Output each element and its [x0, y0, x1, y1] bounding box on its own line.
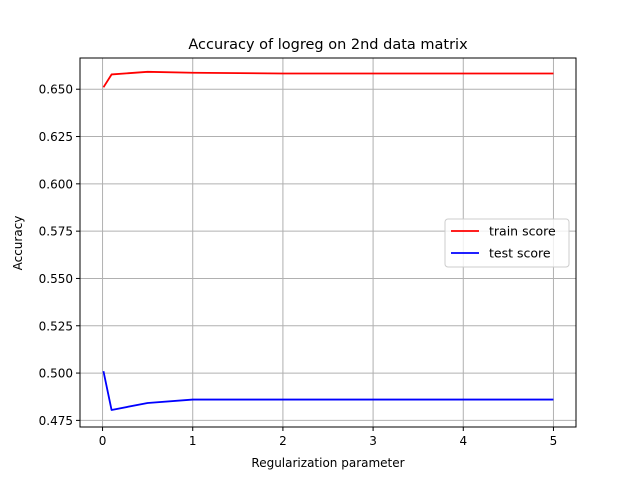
- y-tick-label: 0.525: [39, 319, 73, 333]
- y-tick-label: 0.625: [39, 130, 73, 144]
- y-tick-label: 0.650: [39, 83, 73, 97]
- x-tick-label: 1: [189, 434, 197, 448]
- y-tick-label: 0.550: [39, 272, 73, 286]
- chart-title: Accuracy of logreg on 2nd data matrix: [188, 37, 468, 53]
- y-axis-label: Accuracy: [11, 216, 25, 271]
- y-tick-label: 0.600: [39, 177, 73, 191]
- x-tick-label: 3: [369, 434, 377, 448]
- plot-area-frame: [79, 57, 577, 428]
- x-tick-label: 2: [279, 434, 287, 448]
- series-lines: [102, 70, 554, 411]
- series-line-test: [102, 370, 554, 411]
- y-tick-label: 0.575: [39, 225, 73, 239]
- x-tick-label: 5: [550, 434, 558, 448]
- y-tick-label: 0.500: [39, 367, 73, 381]
- x-tick-label: 4: [459, 434, 467, 448]
- series-line-train: [102, 70, 554, 88]
- x-axis-label: Regularization parameter: [251, 456, 404, 470]
- axis-ticks: 0 1 2 3 4 5 0.475 0.500 0.525 0.550 0.575 0.600 0.62…: [39, 83, 558, 448]
- legend: train score test score: [444, 218, 570, 268]
- legend-label-test: test score: [489, 246, 551, 261]
- x-tick-label: 0: [99, 434, 107, 448]
- legend-label-train: train score: [489, 224, 556, 239]
- y-tick-label: 0.475: [39, 414, 73, 428]
